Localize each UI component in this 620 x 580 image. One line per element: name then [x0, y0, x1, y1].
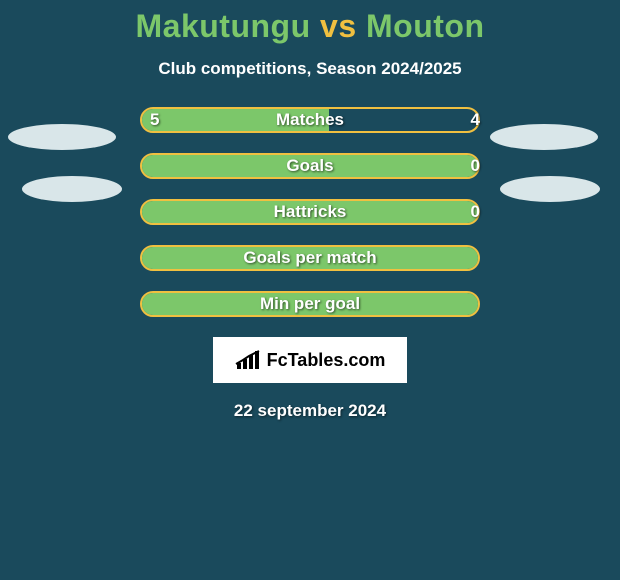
bar-fill [142, 201, 478, 223]
bar-fill [142, 293, 478, 315]
stat-row: Goals per match [0, 245, 620, 271]
bar-track [140, 245, 480, 271]
value-right: 4 [450, 107, 480, 133]
player2-name: Mouton [366, 8, 485, 44]
bar-fill [142, 155, 478, 177]
bar-track [140, 291, 480, 317]
value-right: 0 [450, 199, 480, 225]
generated-date: 22 september 2024 [0, 401, 620, 421]
logo-box: FcTables.com [0, 337, 620, 383]
stat-row: Min per goal [0, 291, 620, 317]
chart-icon [235, 349, 263, 371]
stat-row: Goals0 [0, 153, 620, 179]
fctables-logo: FcTables.com [213, 337, 408, 383]
stat-row: Hattricks0 [0, 199, 620, 225]
player1-name: Makutungu [135, 8, 310, 44]
bar-track [140, 199, 480, 225]
subtitle: Club competitions, Season 2024/2025 [0, 59, 620, 79]
vs-text: vs [320, 8, 357, 44]
value-right: 0 [450, 153, 480, 179]
decorative-ellipse [490, 124, 598, 150]
decorative-ellipse [500, 176, 600, 202]
bar-track [140, 107, 480, 133]
decorative-ellipse [8, 124, 116, 150]
page-title: Makutungu vs Mouton [0, 0, 620, 45]
logo-text: FcTables.com [267, 350, 386, 370]
bar-track [140, 153, 480, 179]
decorative-ellipse [22, 176, 122, 202]
value-left: 5 [150, 107, 180, 133]
bar-fill [142, 247, 478, 269]
